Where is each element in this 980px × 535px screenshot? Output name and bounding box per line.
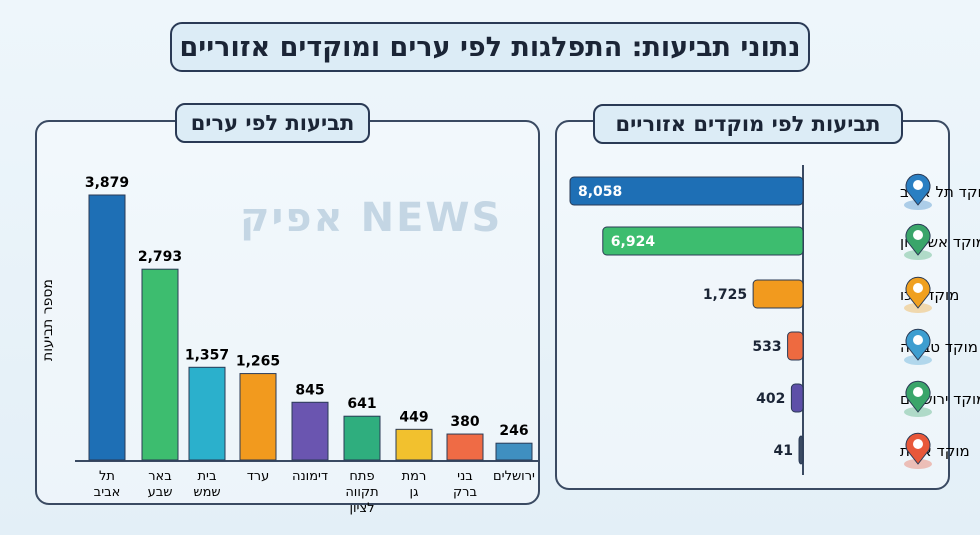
city-name-label: בית (198, 469, 217, 484)
city-name-label: גן (410, 485, 419, 500)
y-axis-label: מספר תביעות (40, 279, 56, 361)
map-pin-dot (913, 439, 923, 449)
city-name-label: פתח (349, 469, 374, 484)
city-name-label: אביב (94, 485, 121, 500)
hubs-panel-title: תביעות לפי מוקדים אזוריים (593, 104, 903, 144)
city-name-label: ירושלים (493, 469, 535, 484)
hub-bar (752, 279, 804, 309)
city-name-label: לציון (349, 501, 374, 516)
city-name-label: בני (457, 469, 473, 484)
city-bar (188, 366, 226, 461)
city-name-label: שמש (193, 485, 220, 500)
city-value-label: 2,793 (138, 249, 182, 265)
city-value-label: 1,357 (185, 347, 229, 363)
city-name-label: תקווה (345, 485, 378, 500)
hub-value-label: 533 (752, 339, 781, 355)
city-value-label: 380 (450, 414, 479, 430)
map-pin-dot (913, 180, 923, 190)
watermark: אפיק NEWS (240, 195, 503, 241)
hub-value-label: 41 (774, 443, 793, 459)
city-bar (495, 442, 533, 461)
hub-value-label: 8,058 (578, 184, 622, 200)
city-name-label: ברק (453, 485, 477, 500)
map-pin-dot (913, 335, 923, 345)
city-name-label: שבע (148, 485, 173, 500)
city-bar (239, 373, 277, 461)
city-value-label: 449 (399, 409, 428, 425)
city-value-label: 1,265 (236, 354, 280, 370)
main-title: נתוני תביעות: התפלגות לפי ערים ומוקדים א… (170, 22, 810, 72)
hub-value-label: 6,924 (611, 234, 656, 250)
city-value-label: 3,879 (85, 175, 129, 191)
city-bar (88, 194, 126, 461)
city-name-label: תל (99, 469, 115, 484)
city-bar (343, 415, 381, 461)
city-name-label: ערד (247, 469, 270, 484)
city-bar (141, 268, 179, 461)
hub-value-label: 1,725 (703, 287, 747, 303)
hub-bar (569, 176, 804, 206)
city-bar (395, 428, 433, 461)
city-name-label: רמת (402, 469, 427, 484)
city-bar (291, 401, 329, 461)
city-value-label: 246 (499, 423, 528, 439)
map-pin-dot (913, 283, 923, 293)
hub-value-label: 402 (756, 391, 785, 407)
hub-bar (787, 331, 804, 361)
hub-bar (790, 383, 804, 413)
city-name-label: באר (148, 469, 172, 484)
hub-bar (798, 435, 804, 465)
city-name-label: דימונה (292, 469, 328, 484)
city-value-label: 641 (347, 396, 376, 412)
cities-panel-title: תביעות לפי ערים (175, 103, 370, 143)
hub-bar (602, 226, 804, 256)
map-pin-dot (913, 230, 923, 240)
city-value-label: 845 (295, 382, 324, 398)
city-bar (446, 433, 484, 461)
map-pin-dot (913, 387, 923, 397)
